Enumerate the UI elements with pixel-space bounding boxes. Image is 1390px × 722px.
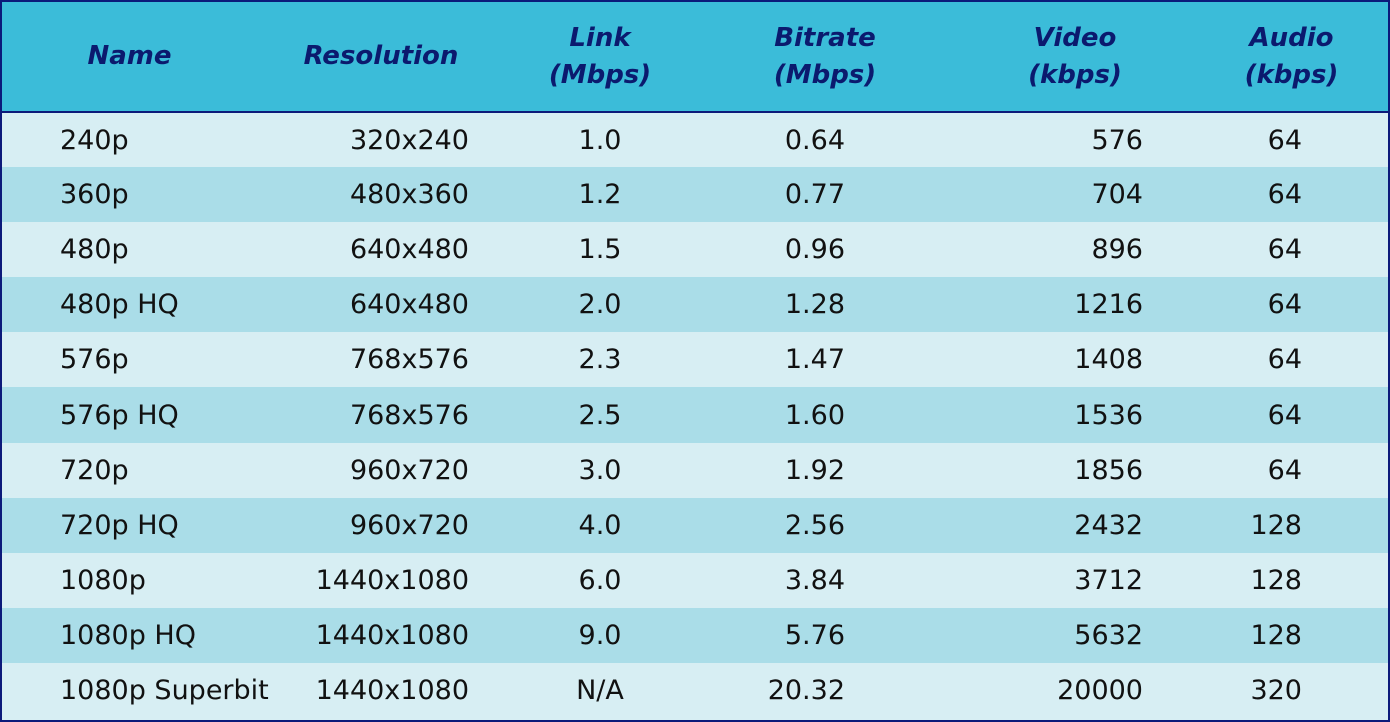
- cell-audio: 64: [1267, 124, 1302, 156]
- cell-link: 3.0: [578, 454, 622, 486]
- cell-bitrate: 3.84: [784, 564, 845, 596]
- table-row: 240p 320x240 1.0 0.64 576 64: [2, 112, 1388, 168]
- cell-video: 896: [1091, 234, 1143, 266]
- cell-audio: 320: [1250, 674, 1302, 706]
- cell-audio: 128: [1250, 619, 1302, 651]
- cell-video: 1216: [1074, 289, 1143, 321]
- cell-name: 360p: [60, 179, 129, 211]
- column-header-link: Link (Mbps): [505, 2, 695, 113]
- cell-audio: 64: [1267, 344, 1302, 376]
- cell-resolution: 768x576: [349, 344, 469, 376]
- cell-name: 576p HQ: [60, 399, 179, 431]
- column-header-name: Name: [2, 2, 257, 113]
- cell-audio: 64: [1267, 454, 1302, 486]
- cell-video: 1856: [1074, 454, 1143, 486]
- cell-audio: 64: [1267, 289, 1302, 321]
- cell-video: 1408: [1074, 344, 1143, 376]
- cell-name: 720p: [60, 454, 129, 486]
- cell-link: 4.0: [578, 509, 622, 541]
- cell-name: 1080p: [60, 564, 146, 596]
- header-row: Name Resolution Link (Mbps) Bitrate (Mbp…: [2, 2, 1388, 113]
- cell-link: 2.5: [578, 399, 622, 431]
- cell-link: 6.0: [578, 564, 622, 596]
- cell-video: 5632: [1074, 619, 1143, 651]
- cell-video: 3712: [1074, 564, 1143, 596]
- cell-resolution: 640x480: [349, 289, 469, 321]
- cell-video: 576: [1091, 124, 1143, 156]
- cell-video: 704: [1091, 179, 1143, 211]
- cell-bitrate: 1.92: [784, 454, 845, 486]
- cell-link: 9.0: [578, 619, 622, 651]
- cell-bitrate: 1.47: [784, 344, 845, 376]
- cell-resolution: 320x240: [349, 124, 469, 156]
- cell-name: 240p: [60, 124, 129, 156]
- cell-audio: 64: [1267, 399, 1302, 431]
- cell-bitrate: 1.28: [784, 289, 845, 321]
- cell-bitrate: 0.96: [784, 234, 845, 266]
- table-row: 720p 960x720 3.0 1.92 1856 64: [2, 442, 1388, 498]
- cell-audio: 128: [1250, 564, 1302, 596]
- cell-resolution: 640x480: [349, 234, 469, 266]
- table-row: 1080p 1440x1080 6.0 3.84 3712 128: [2, 552, 1388, 608]
- cell-audio: 64: [1267, 234, 1302, 266]
- cell-bitrate: 0.64: [784, 124, 845, 156]
- cell-audio: 128: [1250, 509, 1302, 541]
- cell-bitrate: 5.76: [784, 619, 845, 651]
- column-header-video: Video (kbps): [955, 2, 1195, 113]
- cell-link: 1.5: [578, 234, 622, 266]
- cell-video: 2432: [1074, 509, 1143, 541]
- column-header-resolution: Resolution: [257, 2, 505, 113]
- cell-resolution: 480x360: [349, 179, 469, 211]
- cell-link: 2.0: [578, 289, 622, 321]
- cell-name: 720p HQ: [60, 509, 179, 541]
- cell-name: 1080p HQ: [60, 619, 196, 651]
- cell-resolution: 1440x1080: [315, 564, 469, 596]
- cell-video: 1536: [1074, 399, 1143, 431]
- table-row: 1080p Superbit 1440x1080 N/A 20.32 20000…: [2, 662, 1388, 719]
- column-header-bitrate: Bitrate (Mbps): [695, 2, 955, 113]
- table-row: 360p 480x360 1.2 0.77 704 64: [2, 167, 1388, 223]
- table-row: 1080p HQ 1440x1080 9.0 5.76 5632 128: [2, 607, 1388, 663]
- column-header-audio: Audio (kbps): [1195, 2, 1388, 113]
- cell-link: 1.2: [578, 179, 622, 211]
- cell-resolution: 960x720: [349, 454, 469, 486]
- cell-bitrate: 20.32: [767, 674, 845, 706]
- table-row: 720p HQ 960x720 4.0 2.56 2432 128: [2, 497, 1388, 553]
- cell-resolution: 1440x1080: [315, 674, 469, 706]
- cell-name: 1080p Superbit: [60, 674, 269, 706]
- table-row: 576p HQ 768x576 2.5 1.60 1536 64: [2, 387, 1388, 443]
- cell-resolution: 1440x1080: [315, 619, 469, 651]
- cell-video: 20000: [1057, 674, 1143, 706]
- cell-name: 576p: [60, 344, 129, 376]
- cell-link: N/A: [576, 674, 624, 706]
- cell-name: 480p: [60, 234, 129, 266]
- table-row: 480p HQ 640x480 2.0 1.28 1216 64: [2, 277, 1388, 333]
- cell-link: 2.3: [578, 344, 622, 376]
- table-row: 480p 640x480 1.5 0.96 896 64: [2, 222, 1388, 278]
- cell-bitrate: 2.56: [784, 509, 845, 541]
- cell-name: 480p HQ: [60, 289, 179, 321]
- cell-link: 1.0: [578, 124, 622, 156]
- table-row: 576p 768x576 2.3 1.47 1408 64: [2, 332, 1388, 388]
- cell-audio: 64: [1267, 179, 1302, 211]
- cell-resolution: 960x720: [349, 509, 469, 541]
- cell-bitrate: 0.77: [784, 179, 845, 211]
- cell-resolution: 768x576: [349, 399, 469, 431]
- cell-bitrate: 1.60: [784, 399, 845, 431]
